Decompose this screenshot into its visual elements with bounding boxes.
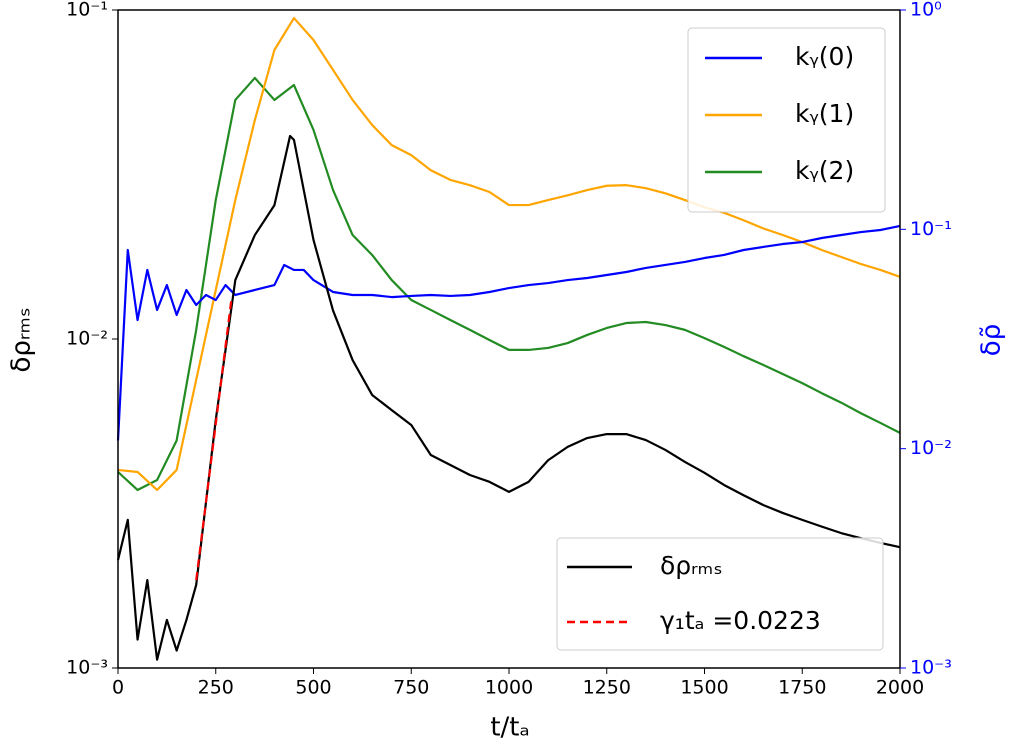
x-tick-label: 1250 [583,677,631,699]
x-tick-label: 2000 [876,677,924,699]
y-axis-label: δρᵣₘₛ [7,307,37,372]
y2-tick-label: 10⁰ [910,0,942,21]
line [116,224,901,441]
x-tick-label: 1750 [778,677,826,699]
y-tick-label: 10⁻² [66,328,108,350]
legend-label: γ₁tₐ =0.0223 [660,606,821,635]
line [117,16,901,492]
line [116,134,901,661]
legend-box [556,537,884,651]
x-tick-label: 1500 [680,677,728,699]
x-tick-label: 0 [112,677,124,699]
y2-tick-label: 10⁻² [910,437,952,459]
line [117,76,901,492]
x-tick-label: 750 [393,677,429,699]
line [195,299,233,581]
x-tick-label: 1000 [485,677,533,699]
y2-tick-label: 10⁻¹ [910,218,952,240]
legend-label: kᵧ(0) [795,42,854,71]
x-tick-label: 500 [295,677,331,699]
legend-label: kᵧ(2) [795,156,854,185]
y2-axis-label: δρ̃ [977,324,1007,356]
x-tick-label: 250 [198,677,234,699]
x-axis-label: t/tₐ [490,713,529,743]
y-tick-label: 10⁻¹ [66,0,108,21]
y-tick-label: 10⁻³ [66,657,108,679]
legend-box [687,27,886,213]
y2-tick-label: 10⁻³ [910,657,952,679]
legend-label: δρᵣₘₛ [660,551,723,580]
legend-label: kᵧ(1) [795,99,854,128]
